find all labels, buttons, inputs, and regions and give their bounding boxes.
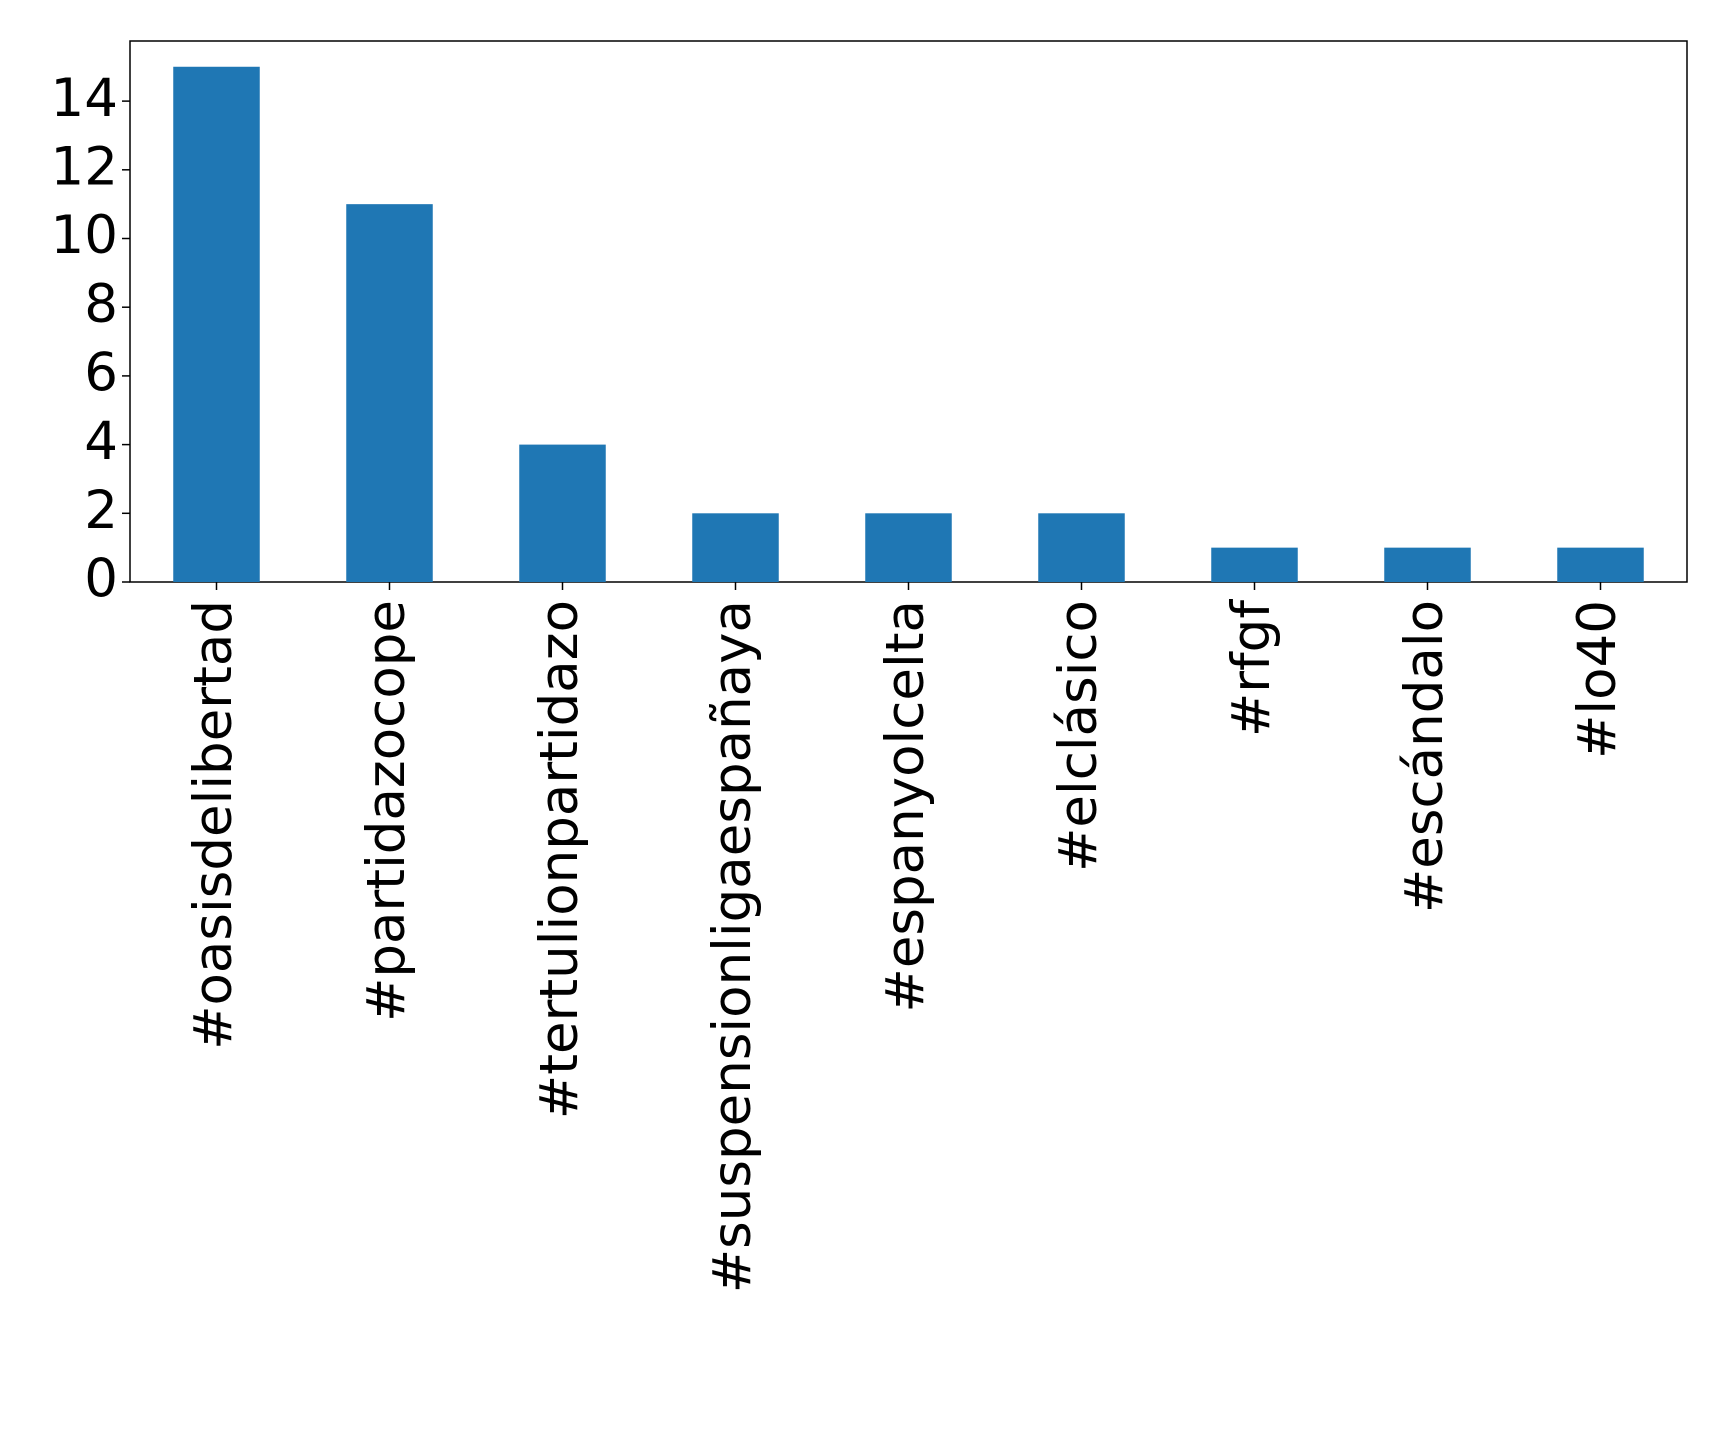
x-tick-label: #espanyolcelta [875,600,936,1013]
x-tick-label: #lo40 [1567,600,1628,759]
bar [1038,513,1125,582]
y-tick-label: 8 [84,274,118,335]
y-tick-label: 14 [51,68,118,129]
y-tick-label: 12 [51,136,118,197]
x-tick-label: #oasisdelibertad [183,600,244,1050]
bar [1211,547,1298,582]
bar [1384,547,1471,582]
y-tick-label: 4 [84,411,118,472]
y-tick-label: 2 [84,480,118,541]
x-tick-label: #suspensionligaespañaya [702,600,763,1293]
bar [1557,547,1644,582]
y-tick-label: 10 [51,205,118,266]
bar [519,444,606,582]
x-tick-label: #partidazocope [356,600,417,1022]
bar [692,513,779,582]
x-tick-label: #rfgf [1221,599,1282,737]
x-tick-label: #escándalo [1394,600,1455,913]
bar [173,66,260,582]
y-tick-label: 0 [84,549,118,610]
x-tick-label: #tertulionpartidazo [529,600,590,1119]
bar [865,513,952,582]
y-tick-label: 6 [84,343,118,404]
bar [346,204,433,582]
x-tick-label: #elclásico [1048,600,1109,872]
